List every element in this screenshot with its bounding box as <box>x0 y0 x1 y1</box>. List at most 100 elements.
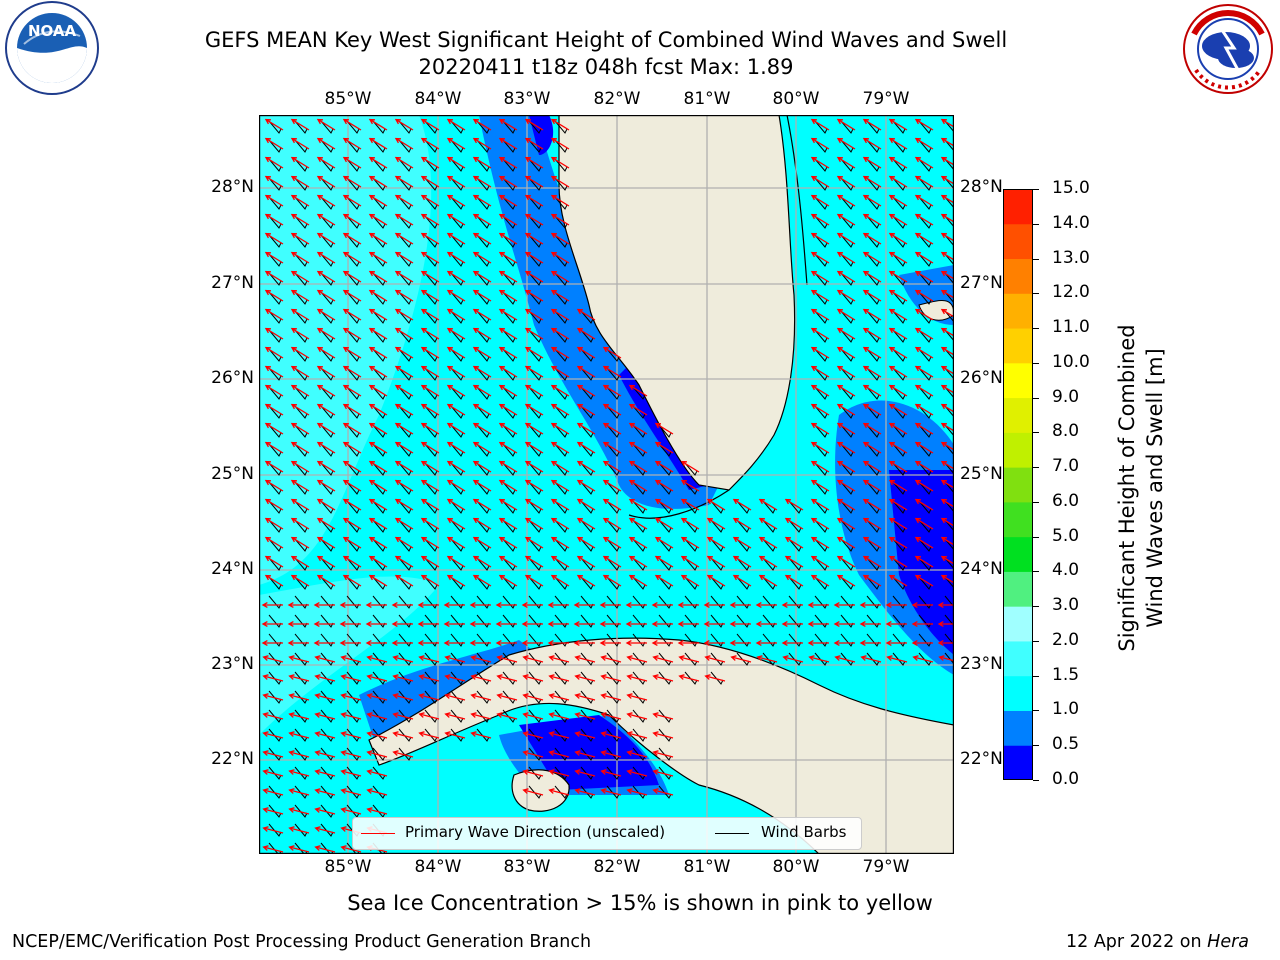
wave-direction-arrow <box>391 640 413 646</box>
wave-direction-arrow <box>420 479 440 492</box>
wind-barb <box>320 329 334 343</box>
wind-barb <box>866 120 880 134</box>
wind-barb <box>554 234 568 248</box>
wave-direction-arrow <box>264 384 284 397</box>
wave-direction-arrow <box>550 251 570 264</box>
colorbar-tick-mark <box>1033 397 1039 399</box>
wind-barb <box>476 690 490 704</box>
wind-barb <box>346 310 360 324</box>
sea-ice-note: Sea Ice Concentration > 15% is shown in … <box>347 891 933 915</box>
wave-direction-arrow <box>314 769 336 777</box>
wave-direction-arrow <box>652 712 674 720</box>
wind-barb <box>502 671 516 685</box>
wind-barb <box>606 348 620 362</box>
wave-direction-arrow <box>836 118 856 131</box>
wave-direction-arrow <box>862 384 882 397</box>
wave-direction-arrow <box>862 327 882 340</box>
wave-direction-arrow <box>573 640 595 646</box>
wind-barb <box>476 671 490 685</box>
wave-direction-arrow <box>342 498 362 511</box>
wave-direction-arrow <box>940 175 954 185</box>
wind-barb <box>554 709 568 723</box>
wave-direction-arrow <box>446 536 466 549</box>
wave-direction-arrow <box>600 788 622 796</box>
wind-barb <box>554 291 568 305</box>
wind-barb <box>710 557 724 571</box>
wave-direction-arrow <box>550 536 570 549</box>
wave-direction-arrow <box>472 536 492 549</box>
wind-barb <box>450 234 464 248</box>
wave-direction-arrow <box>755 621 777 627</box>
wind-barb <box>398 139 412 153</box>
wave-direction-arrow <box>810 517 830 530</box>
wave-direction-arrow <box>498 441 518 454</box>
wind-barb <box>268 481 282 495</box>
wind-barb <box>294 804 308 818</box>
wind-barb <box>398 462 412 476</box>
wave-direction-arrow <box>888 289 908 302</box>
wind-barb <box>918 443 932 457</box>
wave-direction-arrow <box>420 232 440 245</box>
wave-direction-arrow <box>654 517 674 530</box>
wind-barb <box>424 272 438 286</box>
wave-direction-arrow <box>368 555 388 568</box>
wind-barb <box>320 481 334 495</box>
wave-direction-arrow <box>472 251 492 264</box>
wave-direction-arrow <box>940 479 954 489</box>
wave-direction-arrow <box>446 289 466 302</box>
wave-direction-arrow <box>550 213 570 226</box>
wind-barb <box>268 177 282 191</box>
wind-barb <box>450 348 464 362</box>
wind-barb <box>424 329 438 343</box>
wave-direction-arrow <box>781 621 803 627</box>
wave-direction-arrow <box>550 384 570 397</box>
wave-direction-arrow <box>342 327 362 340</box>
wind-barb <box>580 576 594 590</box>
florida-keys-edge <box>786 115 808 286</box>
colorbar-swatch <box>1003 328 1033 364</box>
wind-barb <box>632 557 646 571</box>
wave-direction-arrow <box>288 769 310 777</box>
wave-direction-arrow <box>314 655 336 663</box>
wave-direction-arrow <box>340 731 362 739</box>
wave-direction-arrow <box>391 621 413 627</box>
wind-barb <box>346 120 360 134</box>
wave-direction-arrow <box>288 693 310 701</box>
wave-direction-arrow <box>290 270 310 283</box>
wind-barb <box>840 329 854 343</box>
wave-direction-arrow <box>522 750 544 758</box>
wind-barb <box>814 367 828 381</box>
lon-label-top: 82°W <box>593 89 641 109</box>
wave-direction-arrow <box>550 289 570 302</box>
isla-juventud <box>511 769 570 812</box>
wave-direction-arrow <box>290 213 310 226</box>
wind-barb <box>268 272 282 286</box>
wave-direction-arrow <box>836 270 856 283</box>
wind-barb <box>450 443 464 457</box>
wind-barb <box>944 576 954 589</box>
wave-direction-arrow <box>703 640 725 646</box>
wind-barb <box>424 462 438 476</box>
wave-direction-arrow <box>316 251 336 264</box>
wave-direction-arrow <box>888 232 908 245</box>
wind-barb <box>346 234 360 248</box>
wave-direction-arrow <box>446 175 466 188</box>
wave-direction-arrow <box>574 788 596 796</box>
wave-direction-arrow <box>368 346 388 359</box>
wind-barb <box>528 652 542 666</box>
wave-direction-arrow <box>420 308 440 321</box>
wave-direction-arrow <box>940 118 954 128</box>
wave-direction-arrow <box>340 845 362 853</box>
wind-barb <box>268 462 282 476</box>
wave-direction-arrow <box>288 845 310 853</box>
wave-direction-arrow <box>264 175 284 188</box>
wind-barb <box>580 443 594 457</box>
wave-direction-arrow <box>469 602 491 608</box>
wind-barb <box>840 348 854 362</box>
wind-barb <box>294 728 308 742</box>
wind-barb <box>554 671 568 685</box>
wave-direction-arrow <box>628 403 648 416</box>
wave-direction-arrow <box>316 213 336 226</box>
wind-barb <box>528 329 542 343</box>
wind-barb <box>528 538 542 552</box>
